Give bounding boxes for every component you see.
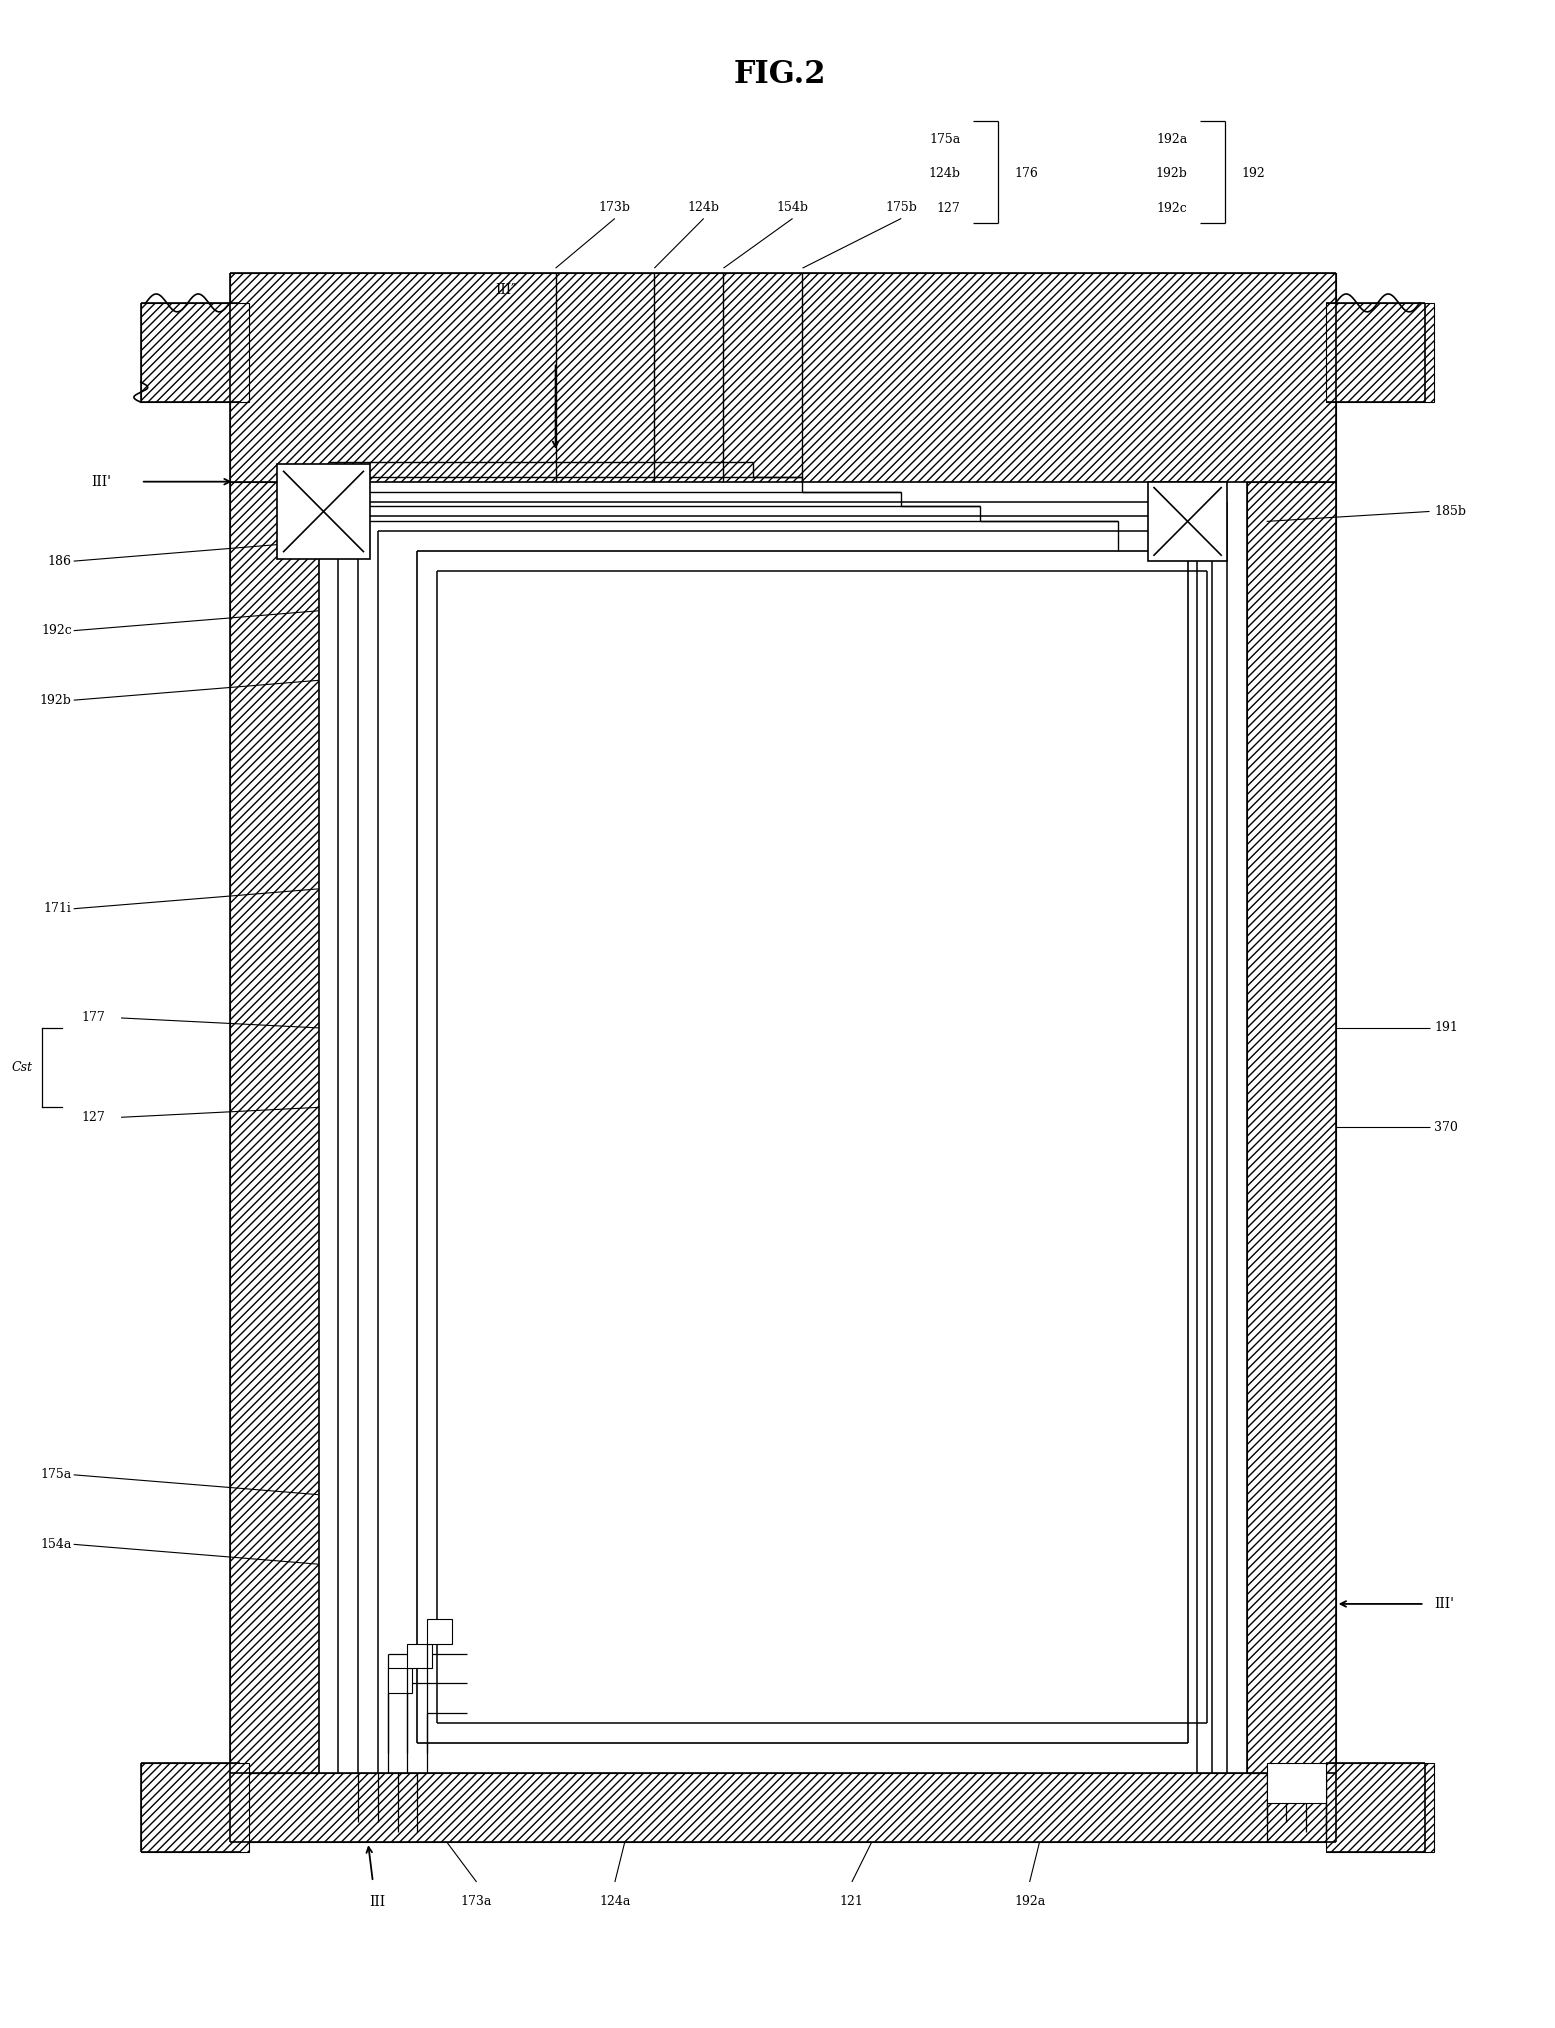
Text: III″: III″ [496, 284, 516, 296]
Text: 154a: 154a [40, 1537, 72, 1551]
Text: III': III' [1435, 1596, 1454, 1610]
Text: III': III' [92, 475, 112, 489]
Bar [1326, 1762, 1435, 1852]
Text: 173b: 173b [599, 201, 631, 213]
Text: 171i: 171i [44, 902, 72, 915]
Text: 177: 177 [81, 1012, 106, 1024]
Bar [319, 483, 1247, 1772]
Bar [142, 302, 249, 402]
Text: 192b: 192b [1155, 166, 1188, 180]
Text: 185b: 185b [1435, 505, 1466, 517]
Text: 124b: 124b [928, 166, 961, 180]
Bar [1267, 1762, 1326, 1803]
Bar [230, 483, 319, 1772]
Text: 127: 127 [81, 1111, 106, 1124]
Text: 186: 186 [48, 554, 72, 568]
Text: 154b: 154b [776, 201, 809, 213]
Bar [1326, 302, 1435, 402]
Text: 192b: 192b [40, 694, 72, 706]
Text: 192c: 192c [1157, 203, 1188, 215]
Text: 176: 176 [1015, 166, 1039, 180]
Text: Cst: Cst [11, 1061, 33, 1075]
Text: 124b: 124b [687, 201, 720, 213]
Text: 192c: 192c [40, 625, 72, 637]
Bar [428, 1618, 453, 1643]
Text: 192: 192 [1242, 166, 1266, 180]
Text: 370: 370 [1435, 1121, 1459, 1134]
Text: 175a: 175a [930, 132, 961, 146]
Bar [230, 1772, 1336, 1841]
Text: 121: 121 [840, 1896, 863, 1908]
Text: FIG.2: FIG.2 [734, 59, 827, 89]
Text: 124a: 124a [599, 1896, 630, 1908]
Bar [1247, 483, 1336, 1772]
Bar [407, 1643, 432, 1669]
Text: III: III [370, 1894, 386, 1908]
Text: 175b: 175b [885, 201, 917, 213]
Text: 192a: 192a [1014, 1896, 1045, 1908]
Bar [142, 1762, 249, 1852]
Bar [387, 1669, 412, 1693]
Bar [230, 274, 1336, 483]
Text: 191: 191 [1435, 1022, 1459, 1034]
Bar [1148, 483, 1227, 562]
Text: 175a: 175a [40, 1468, 72, 1480]
Text: 173a: 173a [460, 1896, 493, 1908]
Text: 127: 127 [936, 203, 961, 215]
Text: 192a: 192a [1157, 132, 1188, 146]
Bar [277, 464, 370, 558]
